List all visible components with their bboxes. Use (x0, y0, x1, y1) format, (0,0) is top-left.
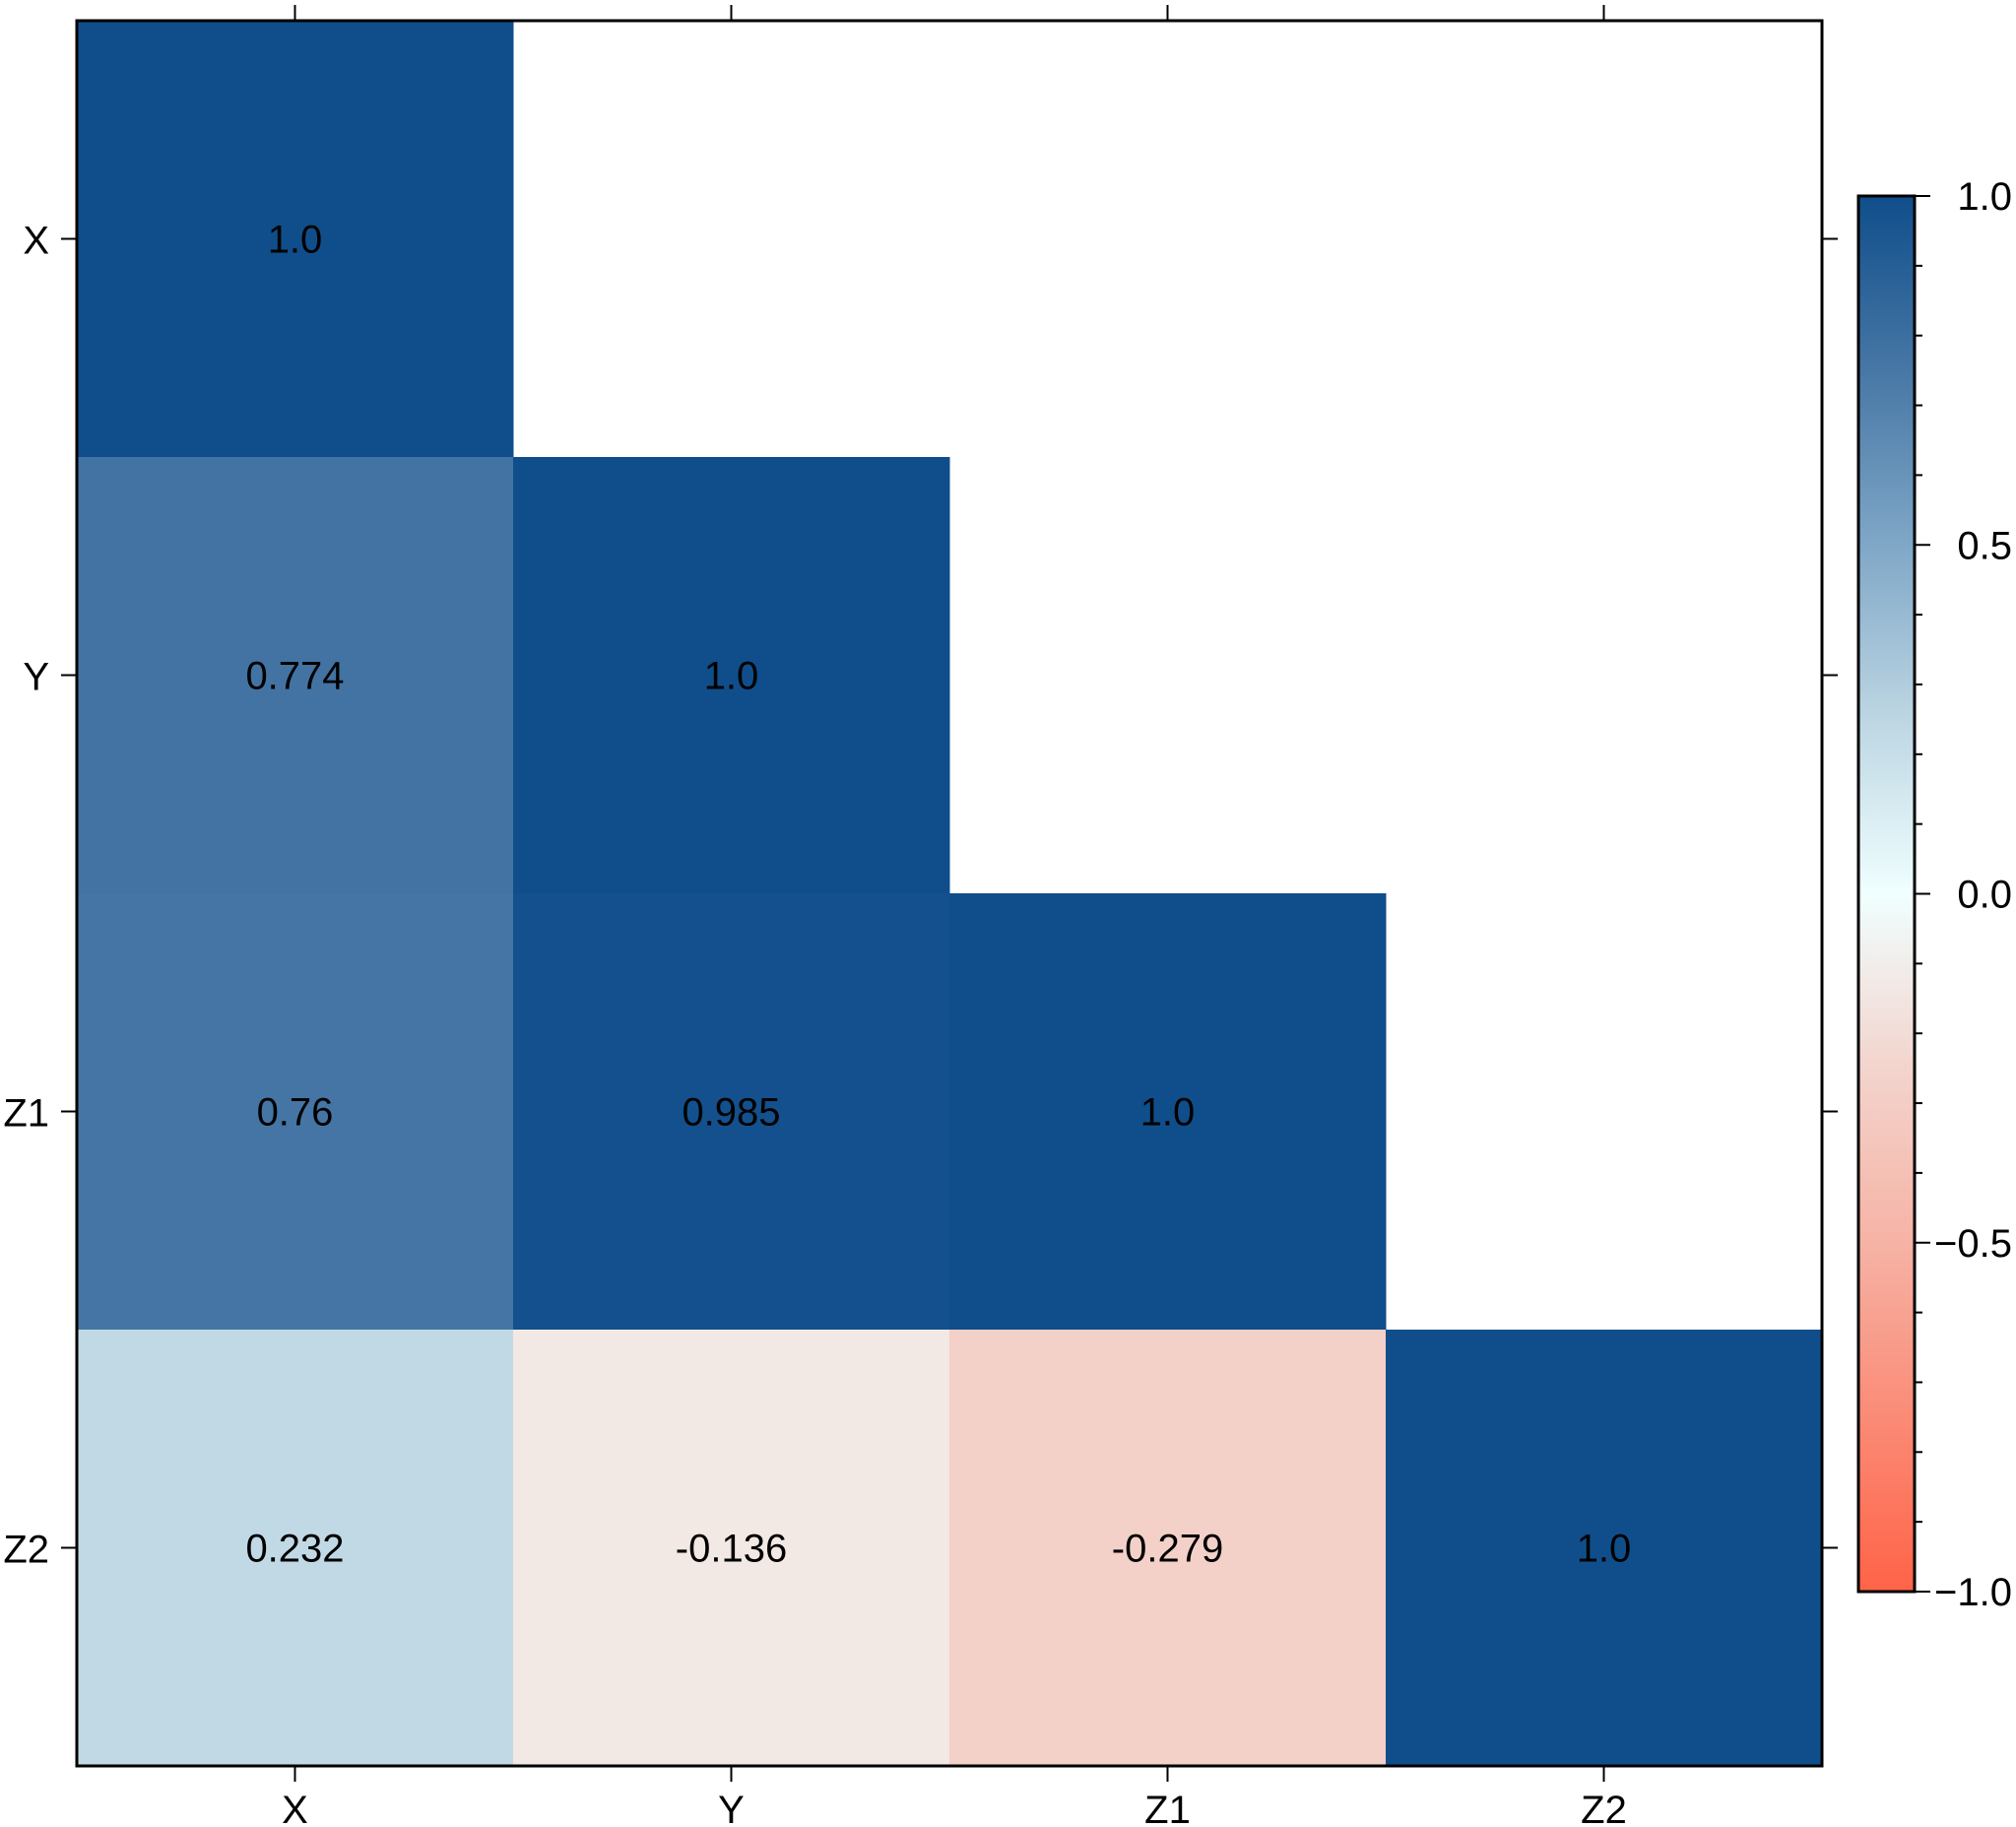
cell-value-label: 1.0 (1140, 1091, 1196, 1135)
axis-ticks (61, 5, 1838, 1782)
heatmap-cell-y-x (77, 457, 514, 894)
cell-value-label: -0.279 (1112, 1528, 1223, 1571)
x-tick-label: Y (718, 1789, 745, 1827)
colorbar-tick-label: −1.0 (1934, 1571, 2012, 1614)
cell-value-label: 0.76 (257, 1091, 334, 1135)
heatmap-cell-z2-z1 (949, 1330, 1387, 1767)
cell-value-label: 0.985 (682, 1091, 780, 1135)
cell-value-label: 1.0 (704, 655, 759, 698)
colorbar-ticks (1915, 195, 1930, 1593)
x-axis-tick-labels: X Y Z1 Z2 (282, 1789, 1627, 1827)
y-tick-label: X (23, 220, 49, 263)
x-tick-label: Z1 (1144, 1789, 1191, 1827)
cell-value-label: 1.0 (1577, 1528, 1632, 1571)
plot-frame (75, 19, 1824, 1768)
colorbar: 1.0 0.5 0.0 −0.5 −1.0 (1856, 175, 2012, 1614)
colorbar-tick-labels: 1.0 0.5 0.0 −0.5 −1.0 (1934, 175, 2012, 1614)
colorbar-tick-label: −0.5 (1934, 1222, 2012, 1266)
y-axis-tick-labels: X Y Z1 Z2 (3, 220, 49, 1572)
heatmap-cell-z2-z2 (1386, 1330, 1823, 1767)
heatmap-cell-z1-y (513, 893, 950, 1331)
colorbar-tick-label: 0.5 (1957, 524, 2012, 567)
heatmap-cell-z1-x (77, 893, 514, 1331)
y-tick-label: Z2 (3, 1529, 49, 1572)
y-tick-label: Z1 (3, 1092, 49, 1136)
cell-value-labels: 1.0 0.774 1.0 0.76 0.985 1.0 0.232 -0.136 -0.279… (245, 219, 1631, 1571)
cell-value-label: 1.0 (268, 219, 323, 262)
cell-value-label: 0.232 (245, 1528, 344, 1571)
x-tick-label: Z2 (1581, 1789, 1627, 1827)
cell-value-label: 0.774 (245, 655, 344, 698)
cell-value-label: -0.136 (676, 1528, 787, 1571)
y-tick-label: Y (23, 656, 49, 699)
colorbar-tick-label: 1.0 (1957, 175, 2012, 219)
colorbar-gradient (1856, 194, 1917, 1594)
x-tick-label: X (282, 1789, 308, 1827)
colorbar-tick-label: 0.0 (1957, 874, 2012, 917)
heatmap-cells (77, 21, 1823, 1767)
heatmap-cell-x-x (77, 21, 514, 458)
heatmap-cell-z2-x (77, 1330, 514, 1767)
heatmap-cell-z1-z1 (949, 893, 1387, 1331)
heatmap-cell-y-y (513, 457, 950, 894)
heatmap-cell-z2-y (513, 1330, 950, 1767)
